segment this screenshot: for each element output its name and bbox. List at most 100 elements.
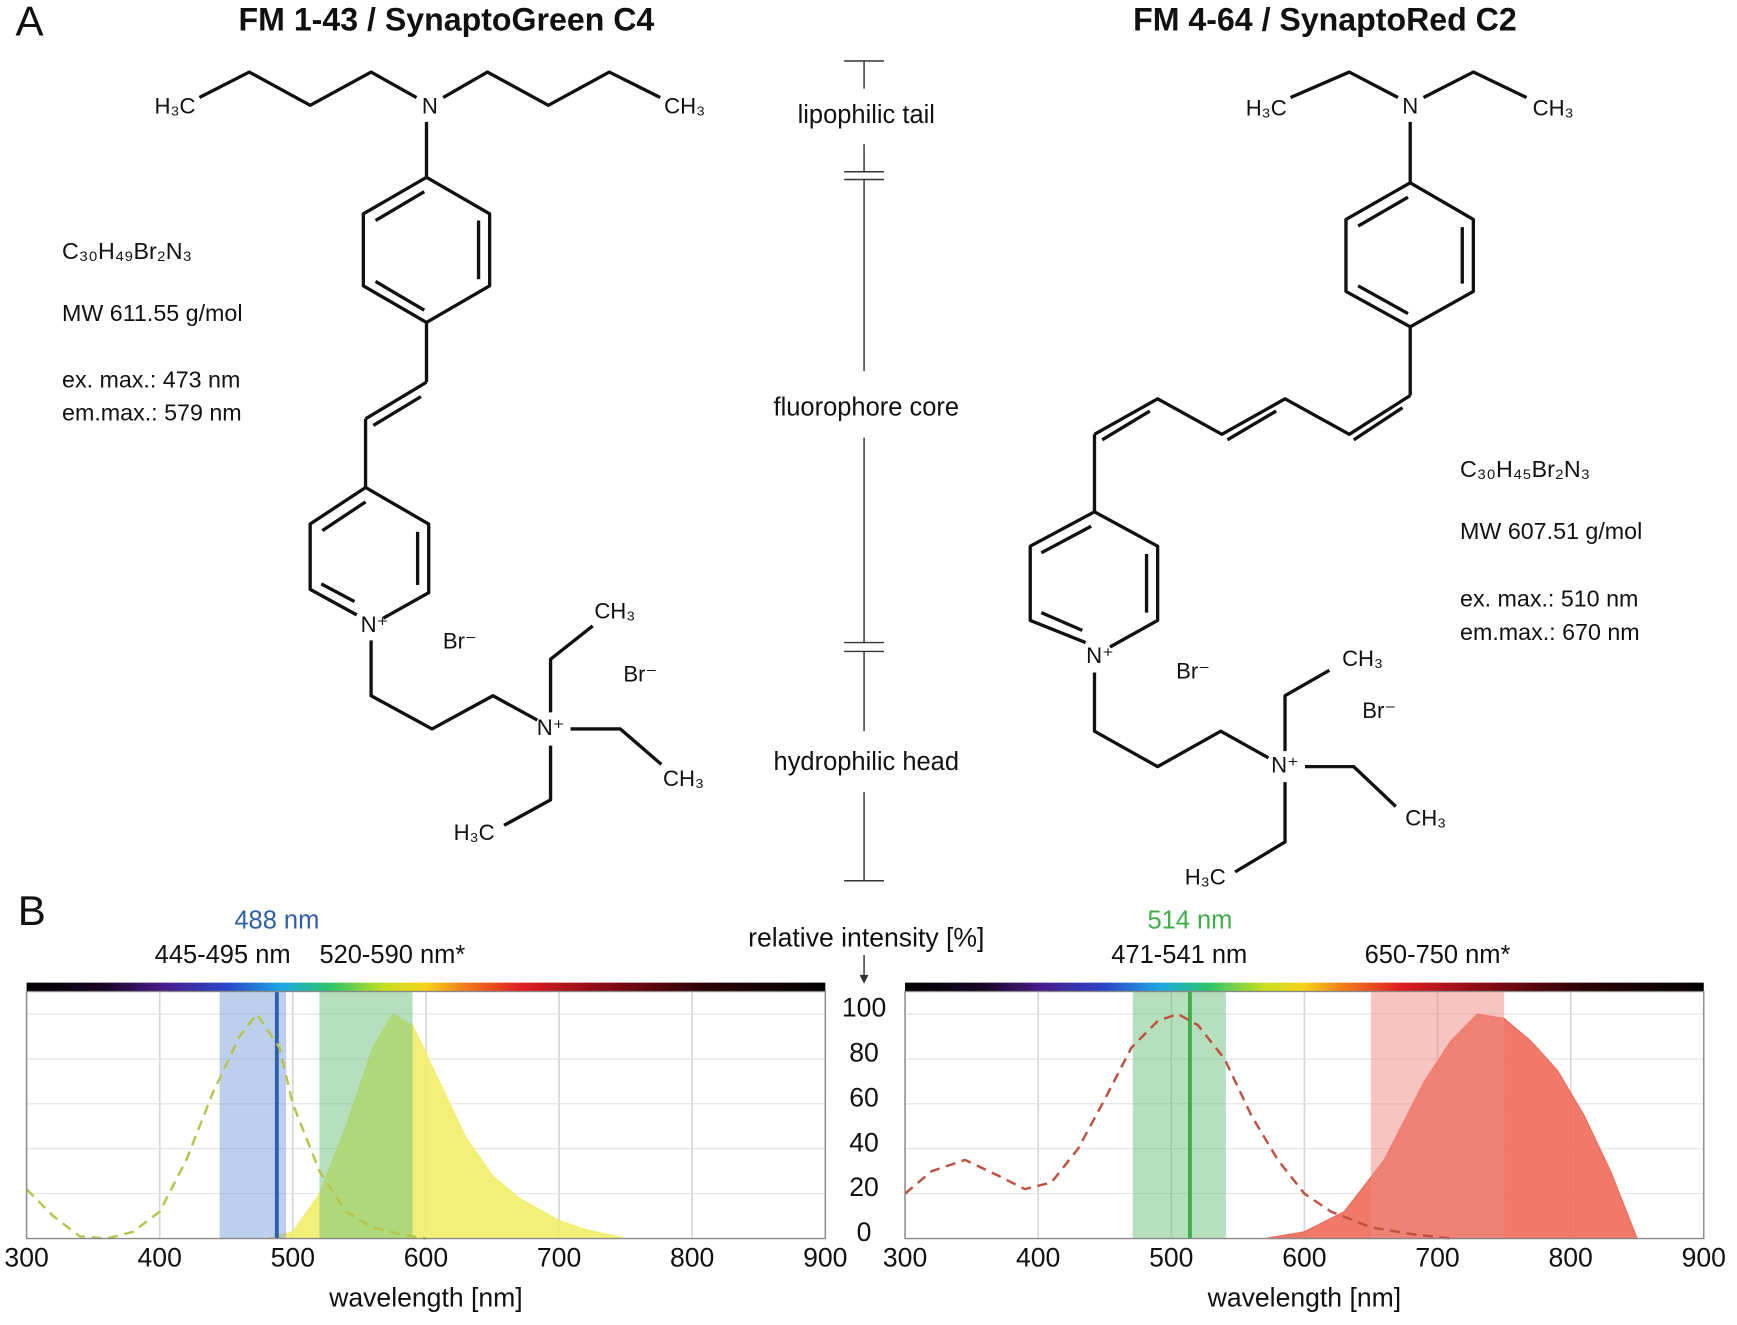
filter-band — [319, 991, 413, 1239]
excitation-line — [904, 1012, 1451, 1240]
region-label: lipophilic tail — [798, 101, 935, 129]
atom-label: H₃C — [1185, 864, 1226, 889]
molecule-info: MW 611.55 g/mol — [62, 300, 242, 326]
y-tick-label: 20 — [849, 1172, 879, 1202]
atom-label: H₃C — [155, 93, 196, 118]
bond — [1289, 70, 1399, 100]
bond — [570, 727, 663, 766]
band-label: 445-495 nm — [155, 941, 291, 969]
atom-label: N — [422, 93, 438, 118]
x-axis-label: wavelength [nm] — [1207, 1282, 1402, 1312]
panel-label: A — [16, 0, 44, 45]
bond — [1344, 181, 1476, 329]
atom-label: Br⁻ — [443, 628, 477, 653]
bond — [1101, 409, 1151, 442]
filter-band — [1132, 991, 1226, 1239]
y-axis-label: relative intensity [%] — [748, 922, 984, 952]
x-tick-label: 800 — [670, 1243, 714, 1273]
atom-label: CH₃ — [1533, 96, 1574, 121]
atom-label: N⁺ — [537, 715, 565, 740]
y-tick-label: 100 — [842, 993, 886, 1023]
bond — [548, 624, 594, 713]
bond — [364, 380, 428, 421]
molecule-info: ex. max.: 510 nm — [1460, 586, 1638, 612]
x-tick-label: 700 — [1415, 1243, 1459, 1273]
x-tick-label: 900 — [803, 1243, 847, 1273]
bond — [374, 190, 426, 222]
atom-label: CH₃ — [664, 93, 705, 118]
atom-label: Br⁻ — [623, 662, 657, 687]
x-tick-label: 500 — [271, 1243, 315, 1273]
excitation-line — [25, 1011, 427, 1240]
bond — [1028, 510, 1160, 649]
band-label: 650-750 nm* — [1365, 941, 1511, 969]
bond — [1304, 764, 1397, 808]
plot-border — [25, 990, 826, 1240]
y-tick-label: 60 — [849, 1082, 879, 1112]
x-tick-label: 900 — [1682, 1243, 1726, 1273]
x-tick-label: 400 — [138, 1243, 182, 1273]
panel-label: B — [18, 887, 46, 934]
bond — [1093, 394, 1412, 436]
filter-band — [1370, 991, 1505, 1239]
band-label: 520-590 nm* — [319, 941, 465, 969]
atom-label: N⁺ — [361, 612, 389, 637]
region-bracket — [844, 60, 885, 984]
bond — [1226, 409, 1278, 442]
spectrum-bar — [905, 982, 1704, 992]
molecule-info: C₃₀H₄₉Br₂N₃ — [62, 238, 192, 264]
x-tick-label: 400 — [1016, 1243, 1060, 1273]
molecule-info: MW 607.51 g/mol — [1460, 518, 1642, 544]
x-tick-label: 500 — [1149, 1243, 1193, 1273]
band-label: 471-541 nm — [1111, 941, 1247, 969]
bond — [308, 485, 431, 620]
molecule-info: em.max.: 579 nm — [62, 399, 242, 425]
laser-label: 514 nm — [1147, 906, 1232, 934]
atom-label: H₃C — [454, 820, 495, 845]
atom-label: H₃C — [1246, 96, 1287, 121]
atom-label: CH₃ — [1342, 646, 1383, 671]
atom-label: N⁺ — [1271, 752, 1299, 777]
bond — [369, 640, 539, 731]
plot-border — [904, 990, 1705, 1240]
molecule-info: ex. max.: 473 nm — [62, 366, 240, 392]
bond — [1040, 524, 1092, 555]
bond — [321, 500, 367, 533]
bond — [320, 582, 356, 604]
y-tick-label: 0 — [857, 1217, 872, 1247]
y-tick-label: 40 — [849, 1127, 879, 1157]
bond — [1422, 70, 1528, 100]
atom-label: N — [1402, 93, 1418, 118]
molecule-info: C₃₀H₄₅Br₂N₃ — [1460, 456, 1590, 482]
atom-label: CH₃ — [594, 598, 635, 623]
bond — [1092, 672, 1270, 769]
atom-label: CH₃ — [663, 766, 704, 791]
x-tick-label: 300 — [4, 1243, 48, 1273]
bond — [1283, 668, 1331, 752]
bond — [503, 745, 553, 827]
bond — [361, 175, 492, 325]
x-tick-label: 800 — [1548, 1243, 1592, 1273]
molecule-info: em.max.: 670 nm — [1460, 619, 1640, 645]
bond — [442, 70, 661, 107]
bond — [374, 279, 426, 312]
x-tick-label: 600 — [1282, 1243, 1326, 1273]
atom-label: Br⁻ — [1176, 658, 1210, 683]
laser-label: 488 nm — [234, 906, 319, 934]
atom-label: CH₃ — [1405, 806, 1446, 831]
bond — [372, 395, 422, 427]
atom-label: Br⁻ — [1362, 698, 1396, 723]
x-tick-label: 600 — [404, 1243, 448, 1273]
x-axis-label: wavelength [nm] — [328, 1282, 523, 1312]
bond — [1234, 782, 1287, 874]
bond — [1352, 406, 1404, 442]
bond — [1357, 195, 1409, 228]
molecule-title: FM 1-43 / SynaptoGreen C4 — [239, 2, 655, 38]
x-tick-label: 700 — [537, 1243, 581, 1273]
bond — [198, 70, 418, 107]
atom-label: N⁺ — [1086, 643, 1114, 668]
region-label: fluorophore core — [774, 394, 959, 422]
region-label: hydrophilic head — [774, 748, 959, 776]
bond — [1357, 284, 1409, 316]
